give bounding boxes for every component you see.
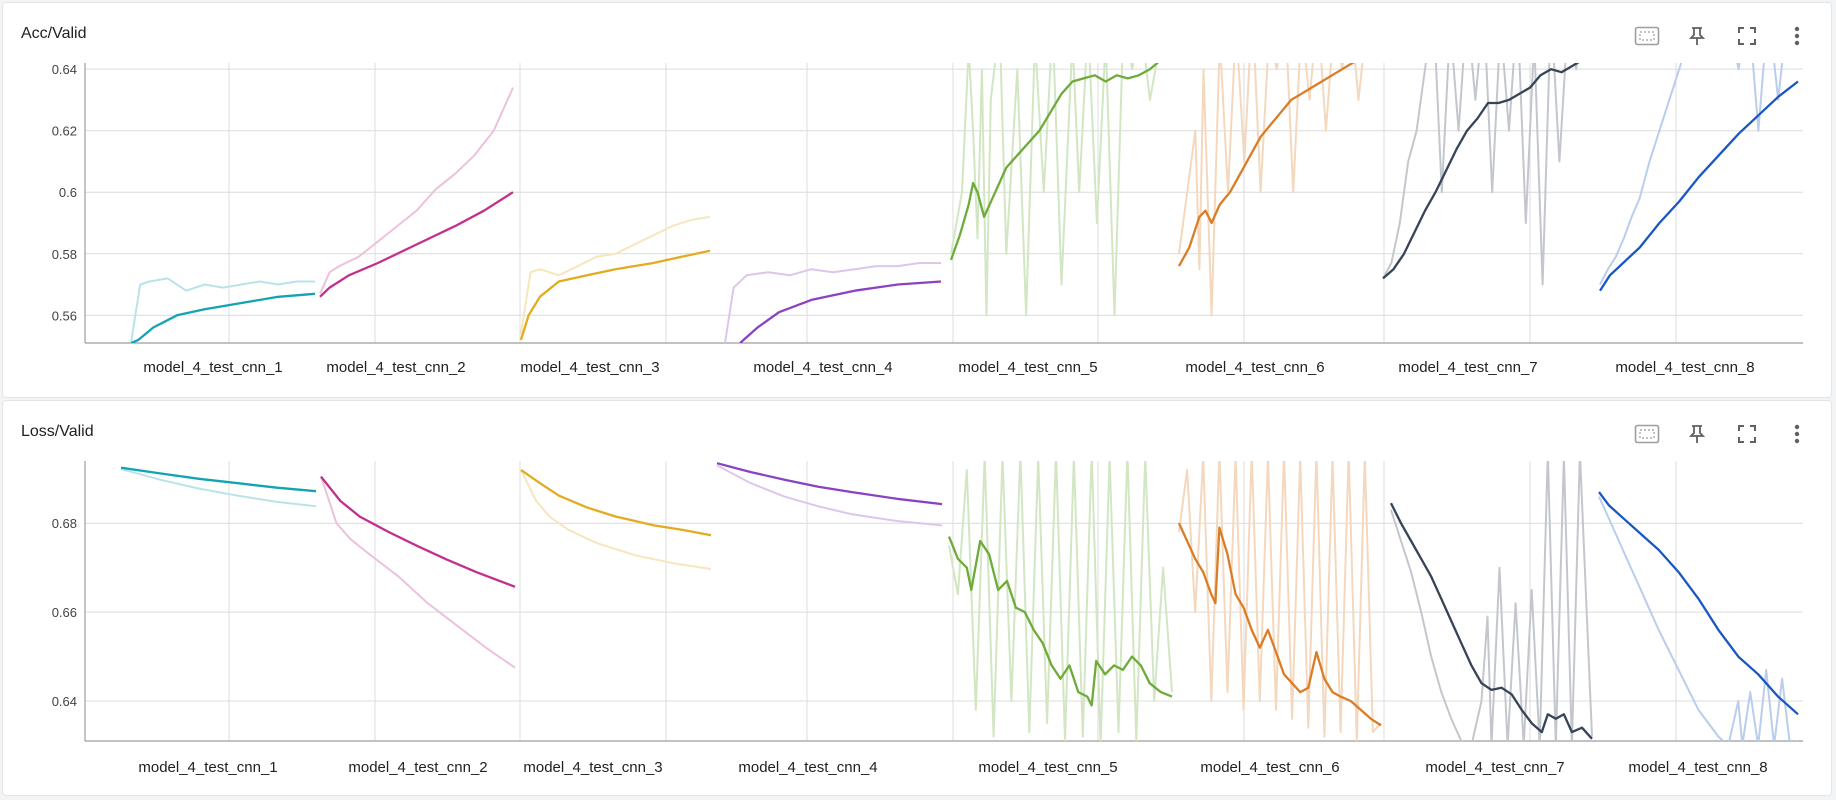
series-smoothed-line-2[interactable] bbox=[319, 191, 514, 298]
series-raw-line-8 bbox=[1599, 63, 1784, 285]
series-raw-line-4 bbox=[716, 464, 943, 527]
y-tick-label: 0.64 bbox=[52, 62, 77, 77]
x-category-label: model_4_test_cnn_2 bbox=[348, 759, 487, 776]
y-tick-label: 0.58 bbox=[52, 247, 77, 262]
series-smoothed-line-8[interactable] bbox=[1598, 491, 1799, 716]
fit-domain-button[interactable] bbox=[1627, 417, 1667, 451]
series-raw-line-2 bbox=[320, 476, 516, 669]
series-smoothed-line-4[interactable] bbox=[739, 280, 942, 344]
series-raw-line-4 bbox=[724, 262, 941, 343]
fullscreen-button[interactable] bbox=[1727, 417, 1767, 451]
series-raw-line-6 bbox=[1178, 63, 1364, 317]
x-category-label: model_4_test_cnn_8 bbox=[1628, 759, 1767, 776]
series-smoothed-line-5[interactable] bbox=[947, 536, 1173, 707]
y-tick-label: 0.68 bbox=[52, 516, 77, 531]
y-tick-label: 0.66 bbox=[52, 605, 77, 620]
series-smoothed-line-5[interactable] bbox=[949, 57, 1172, 261]
pin-icon bbox=[1688, 27, 1706, 45]
series-raw-line-6 bbox=[1178, 461, 1382, 741]
series-smoothed-line-1[interactable] bbox=[120, 466, 317, 493]
acc-valid-card: Acc/Valid 0.56 0.58 0.6 0.62 0.64 model_4_tes… bbox=[2, 2, 1832, 398]
series-smoothed-line-6[interactable] bbox=[1177, 48, 1383, 267]
x-category-label: model_4_test_cnn_1 bbox=[143, 359, 282, 376]
y-tick-label: 0.64 bbox=[52, 694, 77, 709]
series-smoothed-line-4[interactable] bbox=[716, 462, 943, 506]
series-smoothed-line-6[interactable] bbox=[1177, 522, 1382, 727]
chart-svg: 0.56 0.58 0.6 0.62 0.64 model_4_test_cnn_1 mod… bbox=[52, 48, 1803, 376]
series-smoothed-line-2[interactable] bbox=[320, 475, 516, 588]
x-category-label: model_4_test_cnn_3 bbox=[523, 759, 662, 776]
fullscreen-icon bbox=[1738, 425, 1756, 443]
series-smoothed-line-7[interactable] bbox=[1382, 54, 1593, 280]
series-raw-line-3 bbox=[520, 215, 711, 334]
x-category-label: model_4_test_cnn_6 bbox=[1200, 759, 1339, 776]
x-category-label: model_4_test_cnn_5 bbox=[958, 359, 1097, 376]
series-raw-line-1 bbox=[120, 468, 317, 508]
more-button[interactable] bbox=[1777, 19, 1817, 53]
fit-domain-icon bbox=[1634, 424, 1660, 444]
series-raw-line-5 bbox=[950, 63, 1158, 317]
more-vert-icon bbox=[1794, 26, 1800, 46]
more-vert-icon bbox=[1794, 424, 1800, 444]
y-tick-label: 0.6 bbox=[59, 185, 77, 200]
fullscreen-icon bbox=[1738, 27, 1756, 45]
series-raw-line-5 bbox=[948, 461, 1173, 741]
x-category-label: model_4_test_cnn_2 bbox=[326, 359, 465, 376]
x-category-label: model_4_test_cnn_5 bbox=[978, 759, 1117, 776]
pin-icon bbox=[1688, 425, 1706, 443]
series-smoothed-line-1[interactable] bbox=[130, 292, 316, 343]
x-category-label: model_4_test_cnn_8 bbox=[1615, 359, 1754, 376]
y-tick-label: 0.62 bbox=[52, 124, 77, 139]
x-category-label: model_4_test_cnn_7 bbox=[1398, 359, 1537, 376]
series-raw-line-7 bbox=[1382, 63, 1579, 286]
series-smoothed-line-3[interactable] bbox=[520, 468, 712, 537]
fit-domain-icon bbox=[1634, 26, 1660, 46]
chart-svg: 0.64 0.66 0.68 model_4_test_cnn_1 model_4_te… bbox=[52, 461, 1803, 776]
x-category-label: model_4_test_cnn_6 bbox=[1185, 359, 1324, 376]
series-smoothed-line-8[interactable] bbox=[1599, 80, 1799, 292]
fit-domain-button[interactable] bbox=[1627, 19, 1667, 53]
series-raw-line-1 bbox=[130, 277, 315, 343]
chart-title: Loss/Valid bbox=[21, 423, 94, 440]
pin-button[interactable] bbox=[1677, 417, 1717, 451]
more-button[interactable] bbox=[1777, 417, 1817, 451]
series-raw-line-2 bbox=[319, 87, 514, 295]
series-smoothed-line-7[interactable] bbox=[1389, 502, 1593, 740]
series-smoothed-line-3[interactable] bbox=[519, 249, 711, 341]
x-category-label: model_4_test_cnn_1 bbox=[138, 759, 277, 776]
pin-button[interactable] bbox=[1677, 19, 1717, 53]
x-category-label: model_4_test_cnn_4 bbox=[753, 359, 892, 376]
chart-toolbar bbox=[1627, 417, 1817, 451]
x-category-label: model_4_test_cnn_4 bbox=[738, 759, 877, 776]
fullscreen-button[interactable] bbox=[1727, 19, 1767, 53]
x-category-label: model_4_test_cnn_3 bbox=[520, 359, 659, 376]
series-raw-line-8 bbox=[1598, 496, 1798, 741]
chart-toolbar bbox=[1627, 19, 1817, 53]
x-category-label: model_4_test_cnn_7 bbox=[1425, 759, 1564, 776]
y-tick-label: 0.56 bbox=[52, 308, 77, 323]
series-raw-line-7 bbox=[1390, 461, 1593, 741]
loss-valid-card: Loss/Valid 0.64 0.66 0.68 model_4_test_cnn_… bbox=[2, 400, 1832, 796]
series-raw-line-3 bbox=[520, 469, 712, 570]
chart-title: Acc/Valid bbox=[21, 25, 87, 42]
